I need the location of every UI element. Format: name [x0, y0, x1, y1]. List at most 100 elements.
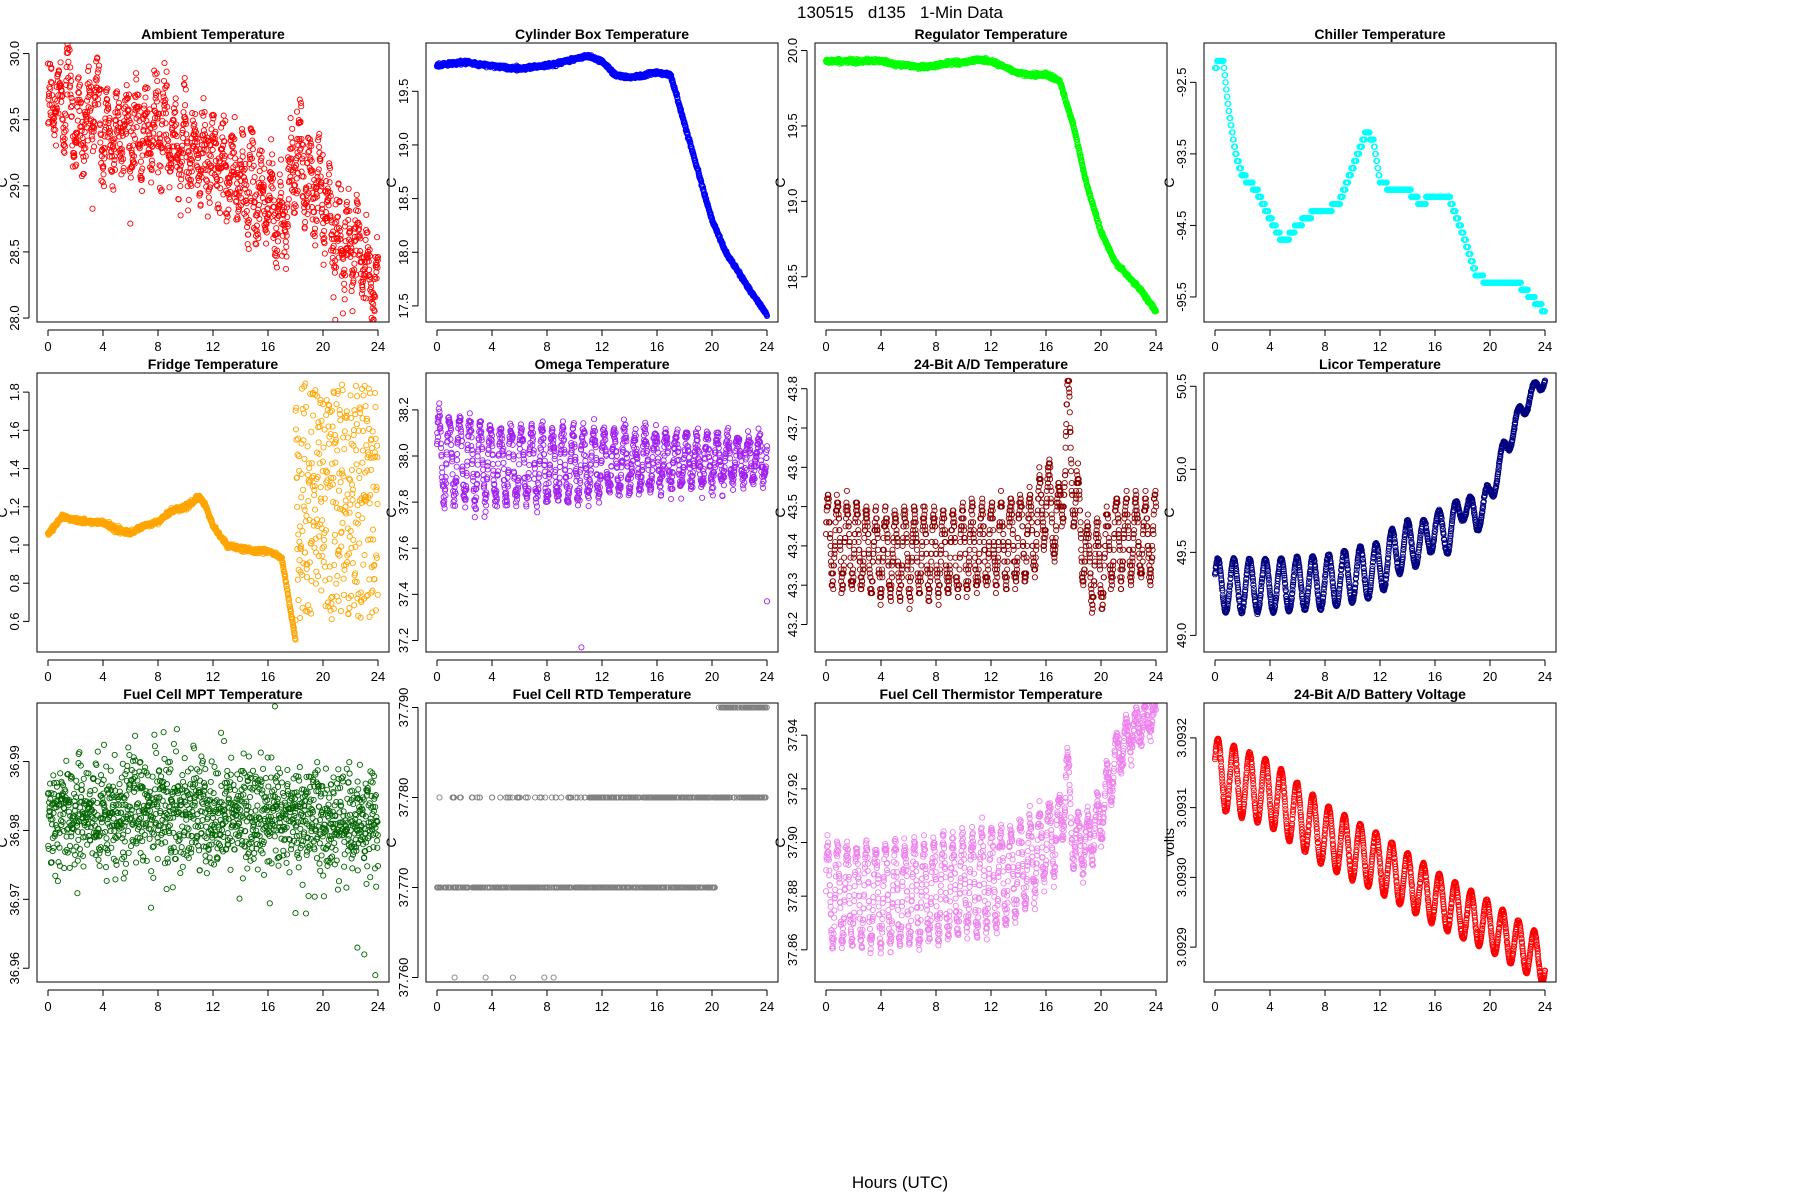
data-point [48, 101, 55, 108]
data-point [120, 168, 127, 175]
data-point [1265, 208, 1272, 215]
data-point [107, 127, 114, 134]
data-point [341, 286, 348, 293]
data-point [54, 97, 61, 104]
data-point [132, 135, 139, 142]
data-point [342, 238, 349, 245]
data-point [156, 162, 163, 169]
data-point [192, 110, 199, 118]
y-tick-label: 18.5 [396, 186, 411, 211]
data-point [244, 241, 251, 248]
data-point [268, 136, 275, 143]
x-tick-label: 8 [543, 339, 550, 354]
data-point [138, 168, 145, 175]
data-point [85, 63, 92, 70]
data-point [302, 219, 309, 226]
data-point [257, 157, 264, 164]
data-point [289, 139, 296, 146]
data-point [178, 146, 185, 153]
data-point [1227, 115, 1234, 122]
data-point [763, 312, 771, 320]
data-point [225, 181, 232, 188]
data-point [323, 178, 330, 185]
data-point [65, 58, 72, 65]
data-point [75, 89, 82, 96]
x-tick-label: 24 [760, 339, 774, 354]
data-point [57, 59, 64, 66]
data-point [240, 131, 247, 138]
data-point [280, 204, 288, 211]
data-point [123, 82, 130, 89]
data-point [260, 181, 267, 188]
data-point [251, 199, 258, 206]
data-point [1082, 175, 1089, 183]
data-point [138, 175, 145, 182]
data-point [139, 165, 146, 172]
data-point [240, 167, 247, 174]
data-point [348, 238, 355, 245]
data-point [61, 149, 68, 156]
data-point [189, 117, 196, 124]
data-point [244, 218, 251, 225]
data-point [277, 182, 284, 189]
data-point [1073, 133, 1080, 140]
data-point [353, 271, 360, 278]
data-point [259, 175, 266, 182]
data-point [272, 260, 279, 267]
data-point [182, 116, 189, 123]
data-point [204, 134, 211, 141]
plot-frame [425, 42, 779, 323]
data-point [297, 118, 304, 125]
data-point [299, 159, 306, 166]
data-point [1229, 129, 1236, 136]
data-point [119, 132, 126, 139]
data-point [219, 145, 226, 152]
data-point [366, 246, 373, 253]
data-point [192, 135, 199, 142]
x-tick-label: 8 [154, 339, 161, 354]
data-point [1272, 222, 1279, 229]
data-point [233, 197, 240, 204]
data-point [223, 163, 230, 170]
data-point [46, 93, 53, 100]
data-point [309, 216, 316, 223]
data-point [1339, 193, 1346, 200]
data-point [227, 174, 234, 181]
data-point [68, 95, 75, 102]
data-point [246, 189, 253, 196]
data-point [255, 235, 262, 242]
data-point [163, 68, 170, 75]
data-point [146, 135, 153, 142]
data-point [362, 236, 369, 243]
data-point [698, 178, 705, 185]
data-point [356, 232, 363, 239]
data-point [115, 99, 122, 106]
data-point [106, 130, 113, 137]
data-point [210, 115, 217, 122]
data-point [52, 142, 60, 149]
data-point [153, 70, 160, 77]
data-point [374, 257, 381, 264]
data-point [339, 310, 346, 317]
data-point [201, 108, 208, 116]
data-point [226, 196, 233, 203]
data-point [180, 109, 187, 116]
data-point [187, 165, 194, 172]
data-point [180, 134, 187, 142]
data-point [82, 144, 89, 152]
data-point [1328, 208, 1335, 215]
data-point [71, 153, 78, 160]
data-point [284, 221, 291, 228]
data-point [118, 146, 125, 153]
data-point [115, 112, 122, 119]
data-point [1235, 157, 1242, 165]
data-point [172, 108, 179, 115]
data-point [1221, 64, 1228, 72]
data-point [86, 91, 93, 98]
data-point [87, 117, 94, 124]
plot-frame [814, 42, 1168, 323]
data-point [270, 218, 277, 225]
data-point [158, 121, 166, 128]
data-point [249, 129, 256, 136]
